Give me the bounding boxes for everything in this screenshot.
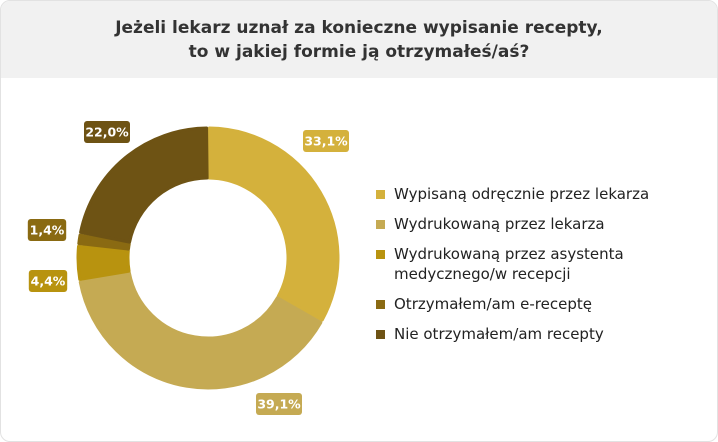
data-label-3: 4,4%	[28, 270, 68, 292]
data-label-2: 39,1%	[256, 393, 302, 415]
legend-swatch	[376, 330, 385, 339]
donut-slice-1	[207, 126, 340, 322]
data-label-bg	[28, 270, 68, 292]
chart-title-line-2: to w jakiej formie ją otrzymałeś/aś?	[188, 41, 530, 62]
data-label-text: 1,4%	[30, 223, 65, 238]
legend-swatch	[376, 250, 385, 259]
donut-slice-2	[78, 271, 323, 390]
legend-item-2: Wydrukowaną przez lekarza	[376, 214, 706, 234]
chart-title-line-1: Jeżeli lekarz uznał za konieczne wypisan…	[115, 17, 603, 38]
legend-item-1: Wypisaną odręcznie przez lekarza	[376, 184, 706, 204]
data-label-text: 22,0%	[85, 125, 129, 140]
legend-swatch	[376, 220, 385, 229]
legend-item-4: Otrzymałem/am e-receptę	[376, 294, 706, 314]
legend-label: Wydrukowaną przez lekarza	[394, 215, 605, 233]
legend-item-5: Nie otrzymałem/am recepty	[376, 324, 706, 344]
legend-swatch	[376, 300, 385, 309]
data-label-bg	[303, 130, 349, 152]
legend-label: Wydrukowaną przez asystenta medycznego/w…	[394, 245, 624, 283]
chart-legend: Wypisaną odręcznie przez lekarza Wydrukow…	[376, 184, 706, 354]
data-label-bg	[84, 121, 130, 143]
data-label-5: 22,0%	[84, 121, 130, 143]
donut-slice-3	[76, 244, 131, 281]
donut-slice-5	[79, 126, 209, 244]
data-label-text: 4,4%	[31, 274, 66, 289]
data-label-bg	[256, 393, 302, 415]
chart-title: Jeżeli lekarz uznał za konieczne wypisan…	[115, 16, 603, 64]
donut-slice-4	[77, 233, 131, 251]
data-label-text: 33,1%	[304, 134, 348, 149]
data-label-4: 1,4%	[27, 219, 67, 241]
legend-label: Wypisaną odręcznie przez lekarza	[394, 185, 650, 203]
chart-header: Jeżeli lekarz uznał za konieczne wypisan…	[1, 1, 717, 78]
data-label-bg	[27, 219, 67, 241]
legend-swatch	[376, 190, 385, 199]
legend-item-3: Wydrukowaną przez asystenta medycznego/w…	[376, 244, 706, 284]
legend-label: Nie otrzymałem/am recepty	[394, 325, 604, 343]
data-label-1: 33,1%	[303, 130, 349, 152]
data-label-text: 39,1%	[257, 397, 301, 412]
legend-label: Otrzymałem/am e-receptę	[394, 295, 592, 313]
